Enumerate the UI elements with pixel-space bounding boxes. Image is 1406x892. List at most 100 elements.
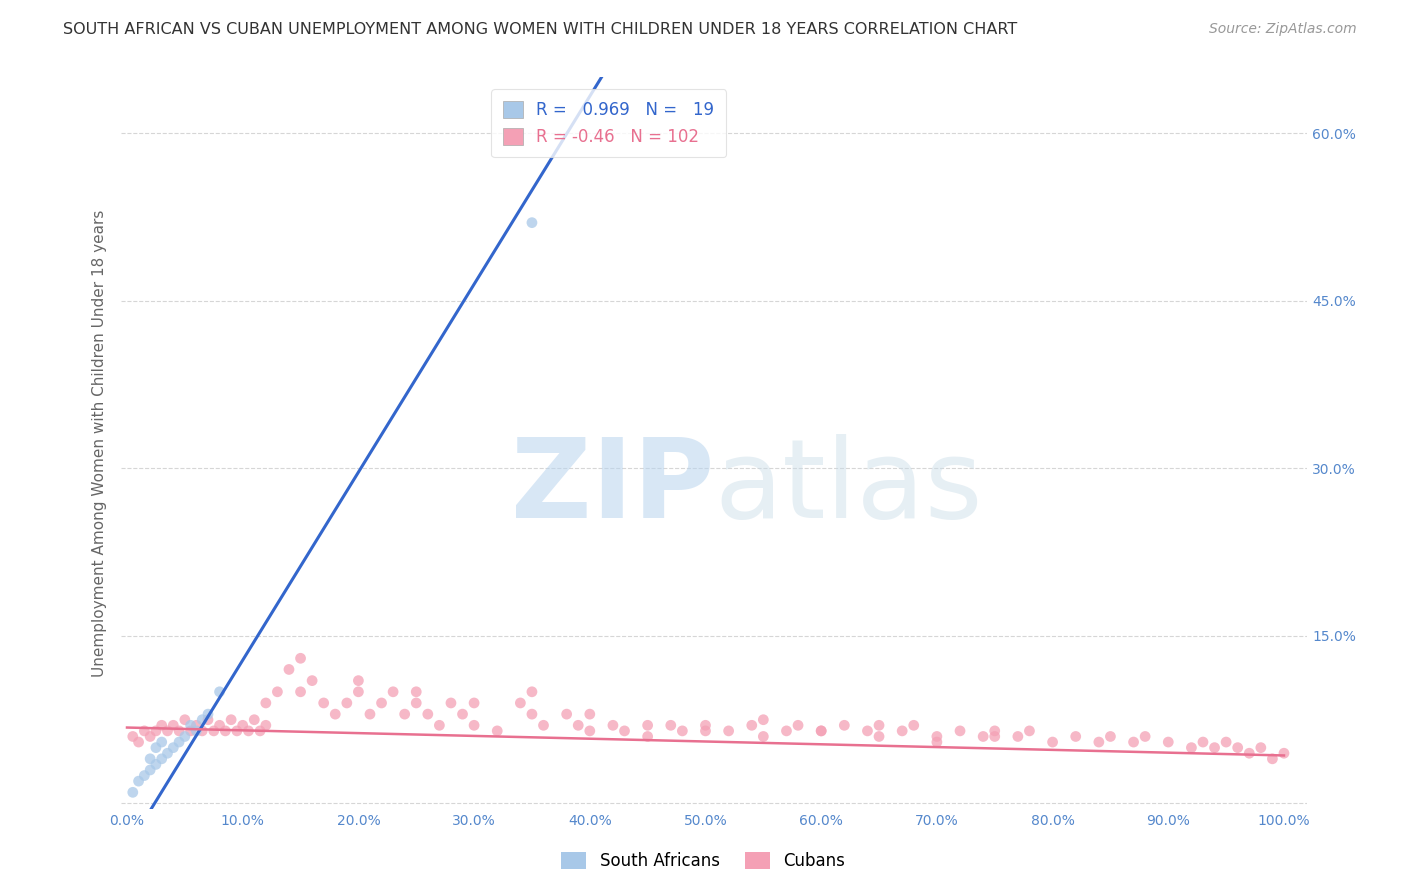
Point — [139, 730, 162, 744]
Point — [463, 696, 485, 710]
Point — [382, 685, 405, 699]
Point — [1157, 735, 1180, 749]
Point — [578, 723, 600, 738]
Point — [555, 707, 578, 722]
Point — [868, 718, 890, 732]
Point — [347, 673, 370, 688]
Point — [150, 735, 173, 749]
Point — [752, 730, 775, 744]
Point — [278, 663, 301, 677]
Point — [1180, 740, 1202, 755]
Point — [214, 723, 236, 738]
Point — [520, 707, 543, 722]
Point — [139, 752, 162, 766]
Point — [134, 723, 156, 738]
Point — [156, 746, 179, 760]
Point — [856, 723, 879, 738]
Point — [249, 723, 271, 738]
Point — [202, 723, 225, 738]
Point — [637, 718, 659, 732]
Point — [983, 730, 1005, 744]
Point — [139, 763, 162, 777]
Point — [429, 718, 451, 732]
Point — [405, 685, 427, 699]
Point — [197, 707, 219, 722]
Point — [1250, 740, 1272, 755]
Point — [232, 718, 254, 732]
Point — [717, 723, 740, 738]
Point — [787, 718, 810, 732]
Point — [1042, 735, 1064, 749]
Point — [134, 768, 156, 782]
Point — [659, 718, 682, 732]
Point — [868, 730, 890, 744]
Point — [752, 713, 775, 727]
Point — [533, 718, 555, 732]
Point — [405, 696, 427, 710]
Point — [520, 685, 543, 699]
Point — [1133, 730, 1156, 744]
Point — [180, 718, 202, 732]
Point — [486, 723, 509, 738]
Point — [671, 723, 693, 738]
Point — [1122, 735, 1144, 749]
Legend: South Africans, Cubans: South Africans, Cubans — [554, 845, 852, 877]
Point — [394, 707, 416, 722]
Point — [301, 673, 323, 688]
Point — [567, 718, 589, 732]
Point — [173, 713, 195, 727]
Point — [150, 718, 173, 732]
Point — [1204, 740, 1226, 755]
Point — [370, 696, 392, 710]
Point — [312, 696, 335, 710]
Point — [145, 757, 167, 772]
Point — [359, 707, 381, 722]
Point — [128, 735, 150, 749]
Text: Source: ZipAtlas.com: Source: ZipAtlas.com — [1209, 22, 1357, 37]
Point — [834, 718, 856, 732]
Point — [509, 696, 531, 710]
Point — [1192, 735, 1215, 749]
Point — [243, 713, 266, 727]
Point — [949, 723, 972, 738]
Point — [180, 723, 202, 738]
Point — [226, 723, 249, 738]
Point — [637, 730, 659, 744]
Point — [810, 723, 832, 738]
Point — [602, 718, 624, 732]
Point — [1088, 735, 1111, 749]
Point — [1007, 730, 1029, 744]
Point — [1018, 723, 1040, 738]
Point — [167, 723, 190, 738]
Point — [520, 216, 543, 230]
Point — [254, 718, 277, 732]
Point — [290, 651, 312, 665]
Point — [1064, 730, 1087, 744]
Point — [925, 735, 948, 749]
Point — [741, 718, 763, 732]
Point — [323, 707, 346, 722]
Point — [219, 713, 242, 727]
Point — [145, 723, 167, 738]
Point — [121, 730, 143, 744]
Point — [1226, 740, 1249, 755]
Point — [167, 735, 190, 749]
Point — [208, 718, 231, 732]
Point — [416, 707, 439, 722]
Point — [128, 774, 150, 789]
Legend: R =   0.969   N =   19, R = -0.46   N = 102: R = 0.969 N = 19, R = -0.46 N = 102 — [491, 89, 725, 157]
Point — [254, 696, 277, 710]
Point — [150, 752, 173, 766]
Point — [208, 685, 231, 699]
Point — [191, 723, 214, 738]
Point — [695, 723, 717, 738]
Point — [925, 730, 948, 744]
Point — [1239, 746, 1261, 760]
Point — [145, 740, 167, 755]
Point — [613, 723, 636, 738]
Point — [186, 723, 208, 738]
Point — [290, 685, 312, 699]
Point — [463, 718, 485, 732]
Point — [440, 696, 463, 710]
Point — [1099, 730, 1122, 744]
